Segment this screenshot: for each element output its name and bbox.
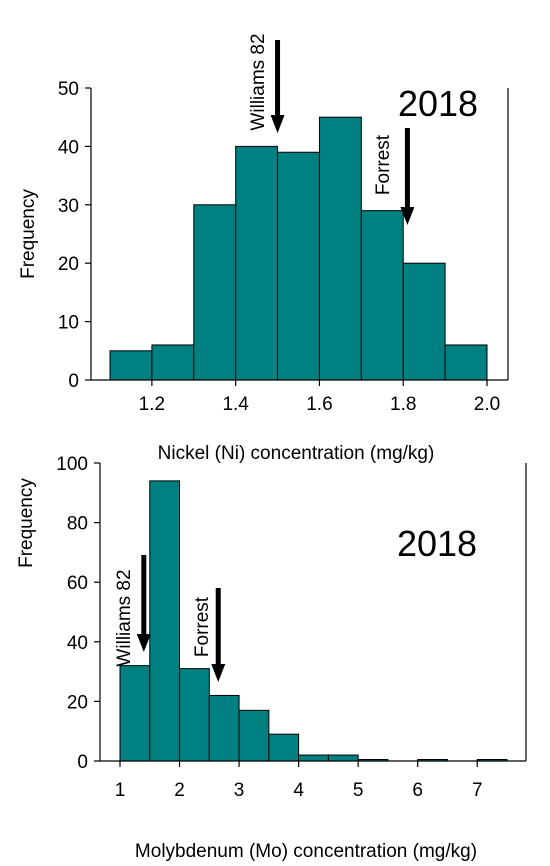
molybdenum-bar: [298, 754, 329, 762]
nickel-x-tick-label: 1.6: [306, 394, 332, 415]
molybdenum-bar: [179, 668, 210, 762]
molybdenum-williams-82-label: Williams 82: [114, 569, 135, 666]
nickel-bar: [109, 350, 153, 381]
molybdenum-x-tick-label: 3: [234, 780, 245, 801]
molybdenum-x-tick-label: 5: [353, 780, 364, 801]
molybdenum-forrest-label: Forrest: [192, 596, 213, 657]
nickel-x-tick-label: 1.4: [222, 394, 249, 415]
nickel-x-axis-title: Nickel (Ni) concentration (mg/kg): [158, 443, 435, 464]
nickel-bar: [318, 116, 362, 381]
nickel-forrest-label: Forrest: [373, 134, 394, 195]
molybdenum-x-axis-title: Molybdenum (Mo) concentration (mg/kg): [135, 841, 477, 862]
molybdenum-x-tick-label: 1: [115, 780, 126, 801]
nickel-williams-82-arrowhead: [270, 115, 285, 133]
molybdenum-year-label: 2018: [397, 523, 477, 564]
molybdenum-y-tick-label: 40: [67, 633, 88, 654]
molybdenum-histogram-panel: 2018 Frequency Molybdenum (Mo) concentra…: [16, 454, 527, 862]
molybdenum-forrest-arrowhead: [211, 664, 226, 682]
nickel-x-tick-label: 2.0: [474, 394, 500, 415]
molybdenum-bar: [238, 709, 270, 762]
molybdenum-williams-82-arrowhead: [136, 634, 151, 652]
molybdenum-x-tick-label: 2: [174, 780, 185, 801]
molybdenum-y-tick-label: 0: [77, 752, 88, 773]
nickel-y-tick-label: 30: [58, 196, 79, 217]
molybdenum-x-tick-label: 4: [293, 780, 304, 801]
molybdenum-y-tick-label: 100: [56, 454, 88, 475]
nickel-bar: [360, 210, 404, 381]
molybdenum-y-tick-label: 60: [67, 573, 88, 594]
nickel-bar: [235, 145, 279, 381]
nickel-y-tick-label: 20: [58, 254, 79, 275]
nickel-bar: [277, 151, 320, 381]
nickel-bar: [402, 262, 446, 381]
nickel-bar: [151, 344, 195, 381]
nickel-x-tick-label: 1.8: [390, 394, 416, 415]
nickel-y-axis-title: Frequency: [18, 189, 39, 279]
molybdenum-bar: [119, 665, 151, 762]
molybdenum-x-tick-label: 6: [412, 780, 423, 801]
molybdenum-bar: [149, 480, 181, 762]
nickel-year-label: 2018: [398, 83, 478, 124]
nickel-bar: [444, 344, 488, 381]
nickel-williams-82-label: Williams 82: [248, 33, 269, 130]
molybdenum-bar: [208, 694, 240, 762]
nickel-y-tick-label: 0: [68, 371, 79, 392]
molybdenum-bar: [327, 754, 359, 762]
nickel-histogram-panel: 2018 Frequency Nickel (Ni) concentration…: [18, 33, 509, 464]
nickel-y-tick-label: 40: [58, 137, 79, 158]
molybdenum-bar: [268, 733, 300, 762]
nickel-forrest-arrowhead: [400, 207, 415, 225]
molybdenum-y-tick-label: 80: [67, 514, 88, 535]
nickel-bar: [193, 204, 237, 381]
molybdenum-y-tick-label: 20: [67, 692, 88, 713]
molybdenum-x-tick-label: 7: [472, 780, 483, 801]
nickel-y-tick-label: 50: [58, 79, 79, 100]
nickel-x-tick-label: 1.2: [139, 394, 165, 415]
nickel-y-tick-label: 10: [58, 313, 79, 334]
molybdenum-y-axis-title: Frequency: [16, 478, 37, 568]
